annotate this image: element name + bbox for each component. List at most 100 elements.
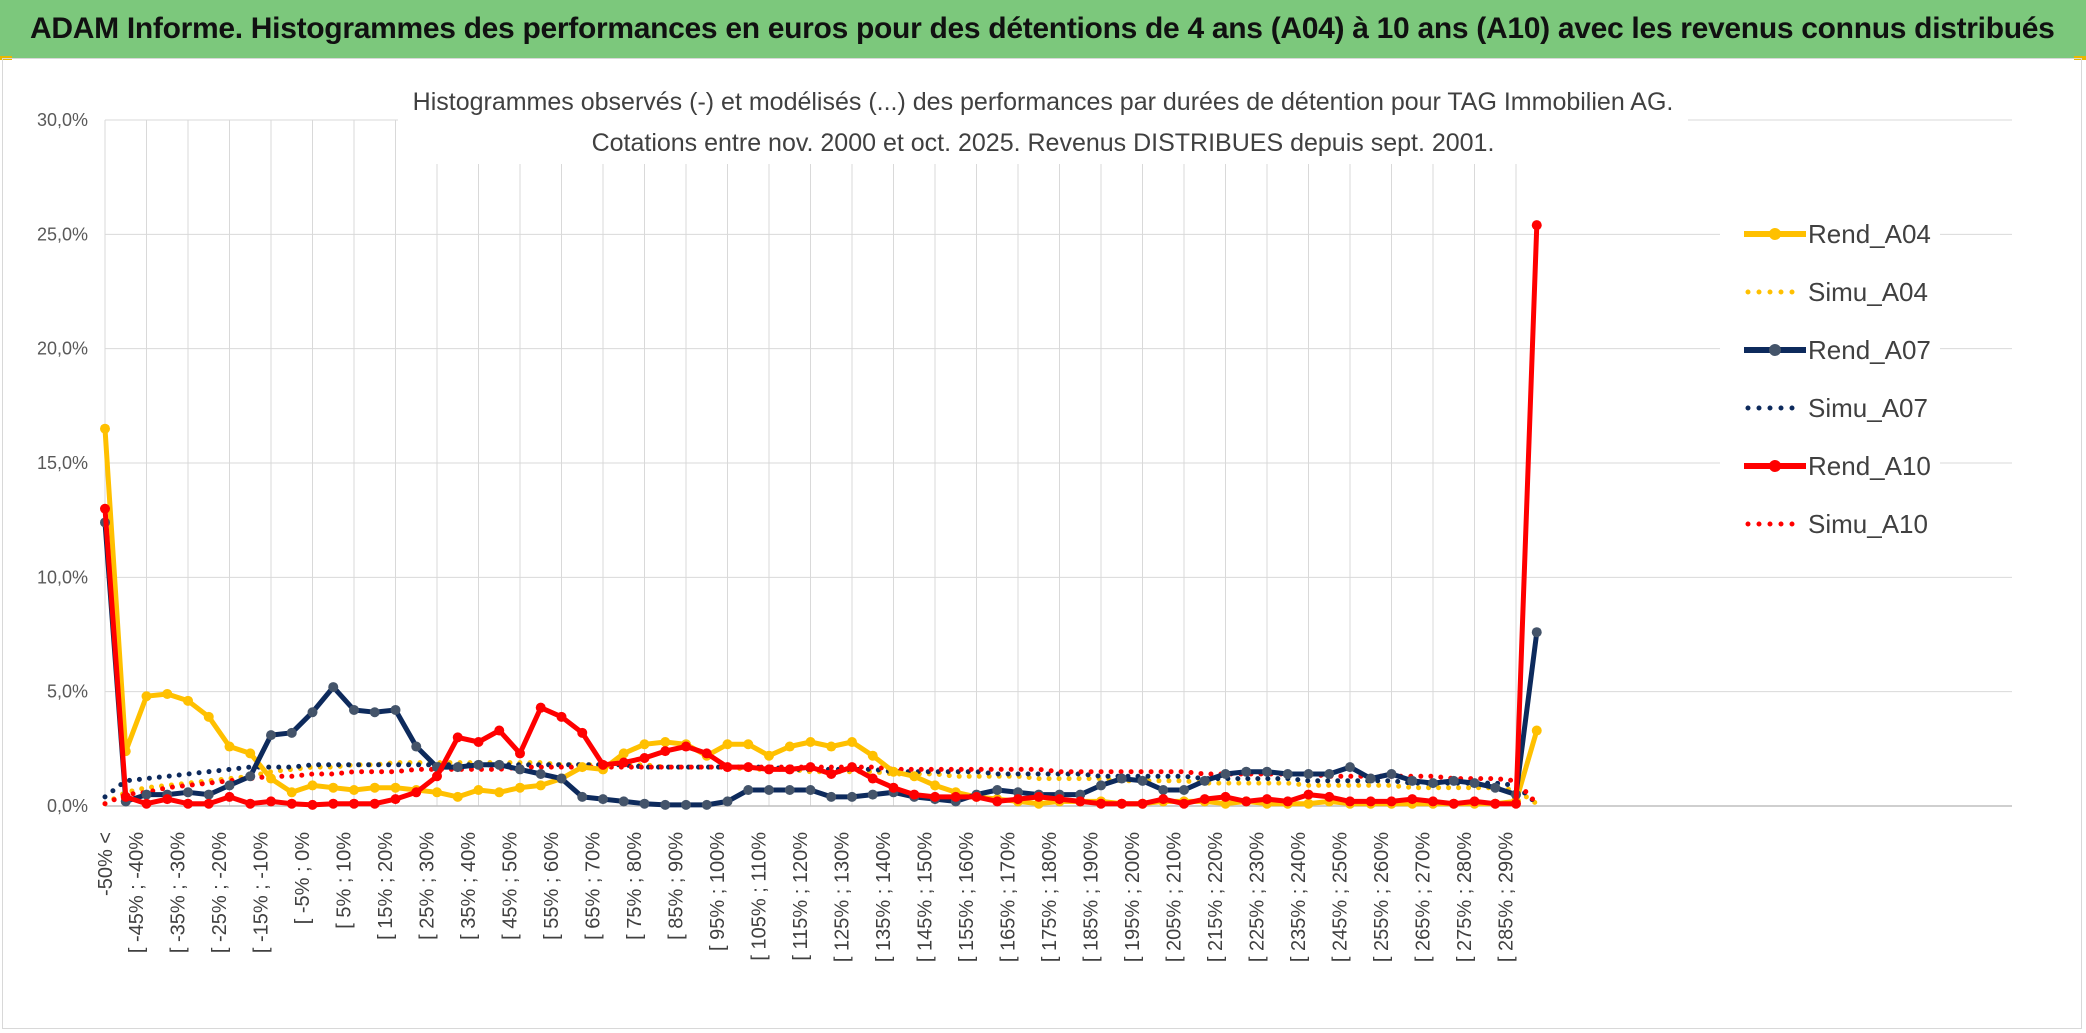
y-axis-ticks: 0,0% 5,0% 10,0% 15,0% 20,0% 25,0% 30,0% bbox=[37, 110, 88, 816]
point-Rend_A04 bbox=[369, 782, 380, 793]
point-Rend_A10 bbox=[826, 768, 837, 779]
point-Rend_A07 bbox=[1013, 787, 1023, 798]
point-Rend_A04 bbox=[535, 780, 546, 791]
point-Rend_A10 bbox=[349, 798, 359, 809]
point-Rend_A10 bbox=[1345, 796, 1355, 807]
legend-marker-Rend_A07 bbox=[1769, 344, 1781, 356]
y-tick-label: 30,0% bbox=[37, 110, 88, 130]
point-Rend_A04 bbox=[100, 423, 110, 434]
point-Rend_A07 bbox=[577, 791, 588, 802]
point-Rend_A07 bbox=[203, 789, 214, 800]
point-Rend_A04 bbox=[784, 741, 795, 752]
point-Rend_A10 bbox=[535, 702, 546, 713]
point-Rend_A10 bbox=[909, 789, 920, 800]
point-Rend_A07 bbox=[1096, 780, 1106, 791]
point-Rend_A10 bbox=[1116, 798, 1127, 809]
x-tick-label: [ 285% ; 290% bbox=[1496, 832, 1518, 962]
x-tick-label: [ 255% ; 260% bbox=[1371, 832, 1393, 962]
point-Rend_A10 bbox=[1033, 791, 1044, 802]
y-tick-label: 5,0% bbox=[47, 682, 88, 702]
point-Rend_A07 bbox=[1407, 775, 1418, 786]
point-Rend_A07 bbox=[328, 682, 339, 693]
point-Rend_A04 bbox=[1220, 798, 1231, 809]
x-tick-label: [ 75% ; 80% bbox=[624, 832, 646, 940]
point-Rend_A07 bbox=[764, 784, 774, 795]
point-Rend_A07 bbox=[1137, 775, 1148, 786]
point-Rend_A07 bbox=[1490, 782, 1501, 793]
x-tick-label: [ 35% ; 40% bbox=[458, 832, 480, 940]
point-Rend_A10 bbox=[1386, 796, 1397, 807]
point-Rend_A07 bbox=[847, 791, 857, 802]
point-Rend_A10 bbox=[452, 732, 463, 743]
x-tick-label: [ 245% ; 250% bbox=[1330, 832, 1352, 962]
point-Rend_A10 bbox=[681, 741, 691, 752]
point-Rend_A07 bbox=[515, 764, 525, 775]
point-Rend_A07 bbox=[452, 762, 463, 773]
point-Rend_A07 bbox=[1158, 784, 1169, 795]
series-Rend_A10 bbox=[100, 220, 1542, 810]
x-tick-label: [ 215% ; 220% bbox=[1205, 832, 1227, 962]
point-Rend_A04 bbox=[286, 787, 297, 798]
x-tick-label: [ 25% ; 30% bbox=[417, 832, 439, 940]
point-Rend_A10 bbox=[598, 759, 608, 770]
x-tick-label: [ 145% ; 150% bbox=[915, 832, 937, 962]
x-tick-label: [ 65% ; 70% bbox=[583, 832, 605, 940]
point-Rend_A07 bbox=[660, 799, 671, 810]
point-Rend_A10 bbox=[183, 798, 193, 809]
point-Rend_A04 bbox=[349, 784, 359, 795]
point-Rend_A04 bbox=[722, 739, 733, 750]
series-lines bbox=[100, 220, 1542, 810]
point-Rend_A10 bbox=[1096, 798, 1106, 809]
point-Rend_A07 bbox=[556, 773, 567, 784]
point-Rend_A10 bbox=[1013, 794, 1023, 805]
point-Rend_A07 bbox=[639, 798, 650, 809]
point-Rend_A04 bbox=[1033, 798, 1044, 809]
point-Rend_A04 bbox=[224, 741, 235, 752]
point-Rend_A04 bbox=[1303, 798, 1314, 809]
point-Rend_A10 bbox=[515, 748, 525, 759]
y-tick-label: 0,0% bbox=[47, 796, 88, 816]
x-tick-label: [ 165% ; 170% bbox=[998, 832, 1020, 962]
series-Rend_A04 bbox=[100, 423, 1542, 809]
report-banner: ADAM Informe. Histogrammes des performan… bbox=[0, 0, 2086, 58]
point-Rend_A07 bbox=[224, 780, 235, 791]
point-Rend_A04 bbox=[432, 787, 442, 798]
point-Rend_A10 bbox=[950, 791, 961, 802]
x-tick-label: [ 5% ; 10% bbox=[334, 832, 356, 929]
point-Rend_A04 bbox=[203, 711, 214, 722]
legend-label-Rend_A04: Rend_A04 bbox=[1808, 219, 1931, 249]
x-tick-label: [ 95% ; 100% bbox=[707, 832, 729, 951]
point-Rend_A07 bbox=[1199, 775, 1210, 786]
point-Rend_A10 bbox=[1054, 794, 1065, 805]
point-Rend_A10 bbox=[390, 794, 401, 805]
legend: Rend_A04 Simu_A04 Rend_A07 Simu_A07 Rend_A10… bbox=[1720, 208, 1940, 558]
point-Rend_A04 bbox=[909, 771, 920, 782]
legend-label-Simu_A10: Simu_A10 bbox=[1808, 509, 1928, 539]
point-Rend_A07 bbox=[1179, 784, 1189, 795]
point-Rend_A07 bbox=[1075, 789, 1086, 800]
point-Rend_A07 bbox=[411, 741, 422, 752]
point-Rend_A10 bbox=[1137, 798, 1148, 809]
y-tick-label: 25,0% bbox=[37, 224, 88, 244]
point-Rend_A07 bbox=[141, 789, 152, 800]
point-Rend_A07 bbox=[826, 791, 837, 802]
x-tick-label: [ 85% ; 90% bbox=[666, 832, 688, 940]
point-Rend_A07 bbox=[1448, 775, 1459, 786]
chart-frame bbox=[2, 58, 2082, 1029]
point-Rend_A10 bbox=[1075, 796, 1086, 807]
point-Rend_A10 bbox=[701, 748, 712, 759]
point-Rend_A07 bbox=[1241, 766, 1252, 777]
legend-label-Simu_A04: Simu_A04 bbox=[1808, 277, 1928, 307]
point-Rend_A07 bbox=[701, 799, 712, 810]
point-Rend_A07 bbox=[245, 771, 256, 782]
report-title: ADAM Informe. Histogrammes des performan… bbox=[30, 12, 2055, 45]
x-tick-label: [ 225% ; 230% bbox=[1247, 832, 1269, 962]
point-Rend_A10 bbox=[618, 757, 629, 768]
point-Rend_A10 bbox=[1531, 220, 1542, 231]
x-tick-label: -50% < bbox=[95, 832, 117, 896]
point-Rend_A07 bbox=[1303, 768, 1314, 779]
point-Rend_A07 bbox=[349, 704, 359, 715]
point-Rend_A07 bbox=[805, 784, 816, 795]
point-Rend_A10 bbox=[1220, 791, 1231, 802]
point-Rend_A10 bbox=[1365, 796, 1376, 807]
